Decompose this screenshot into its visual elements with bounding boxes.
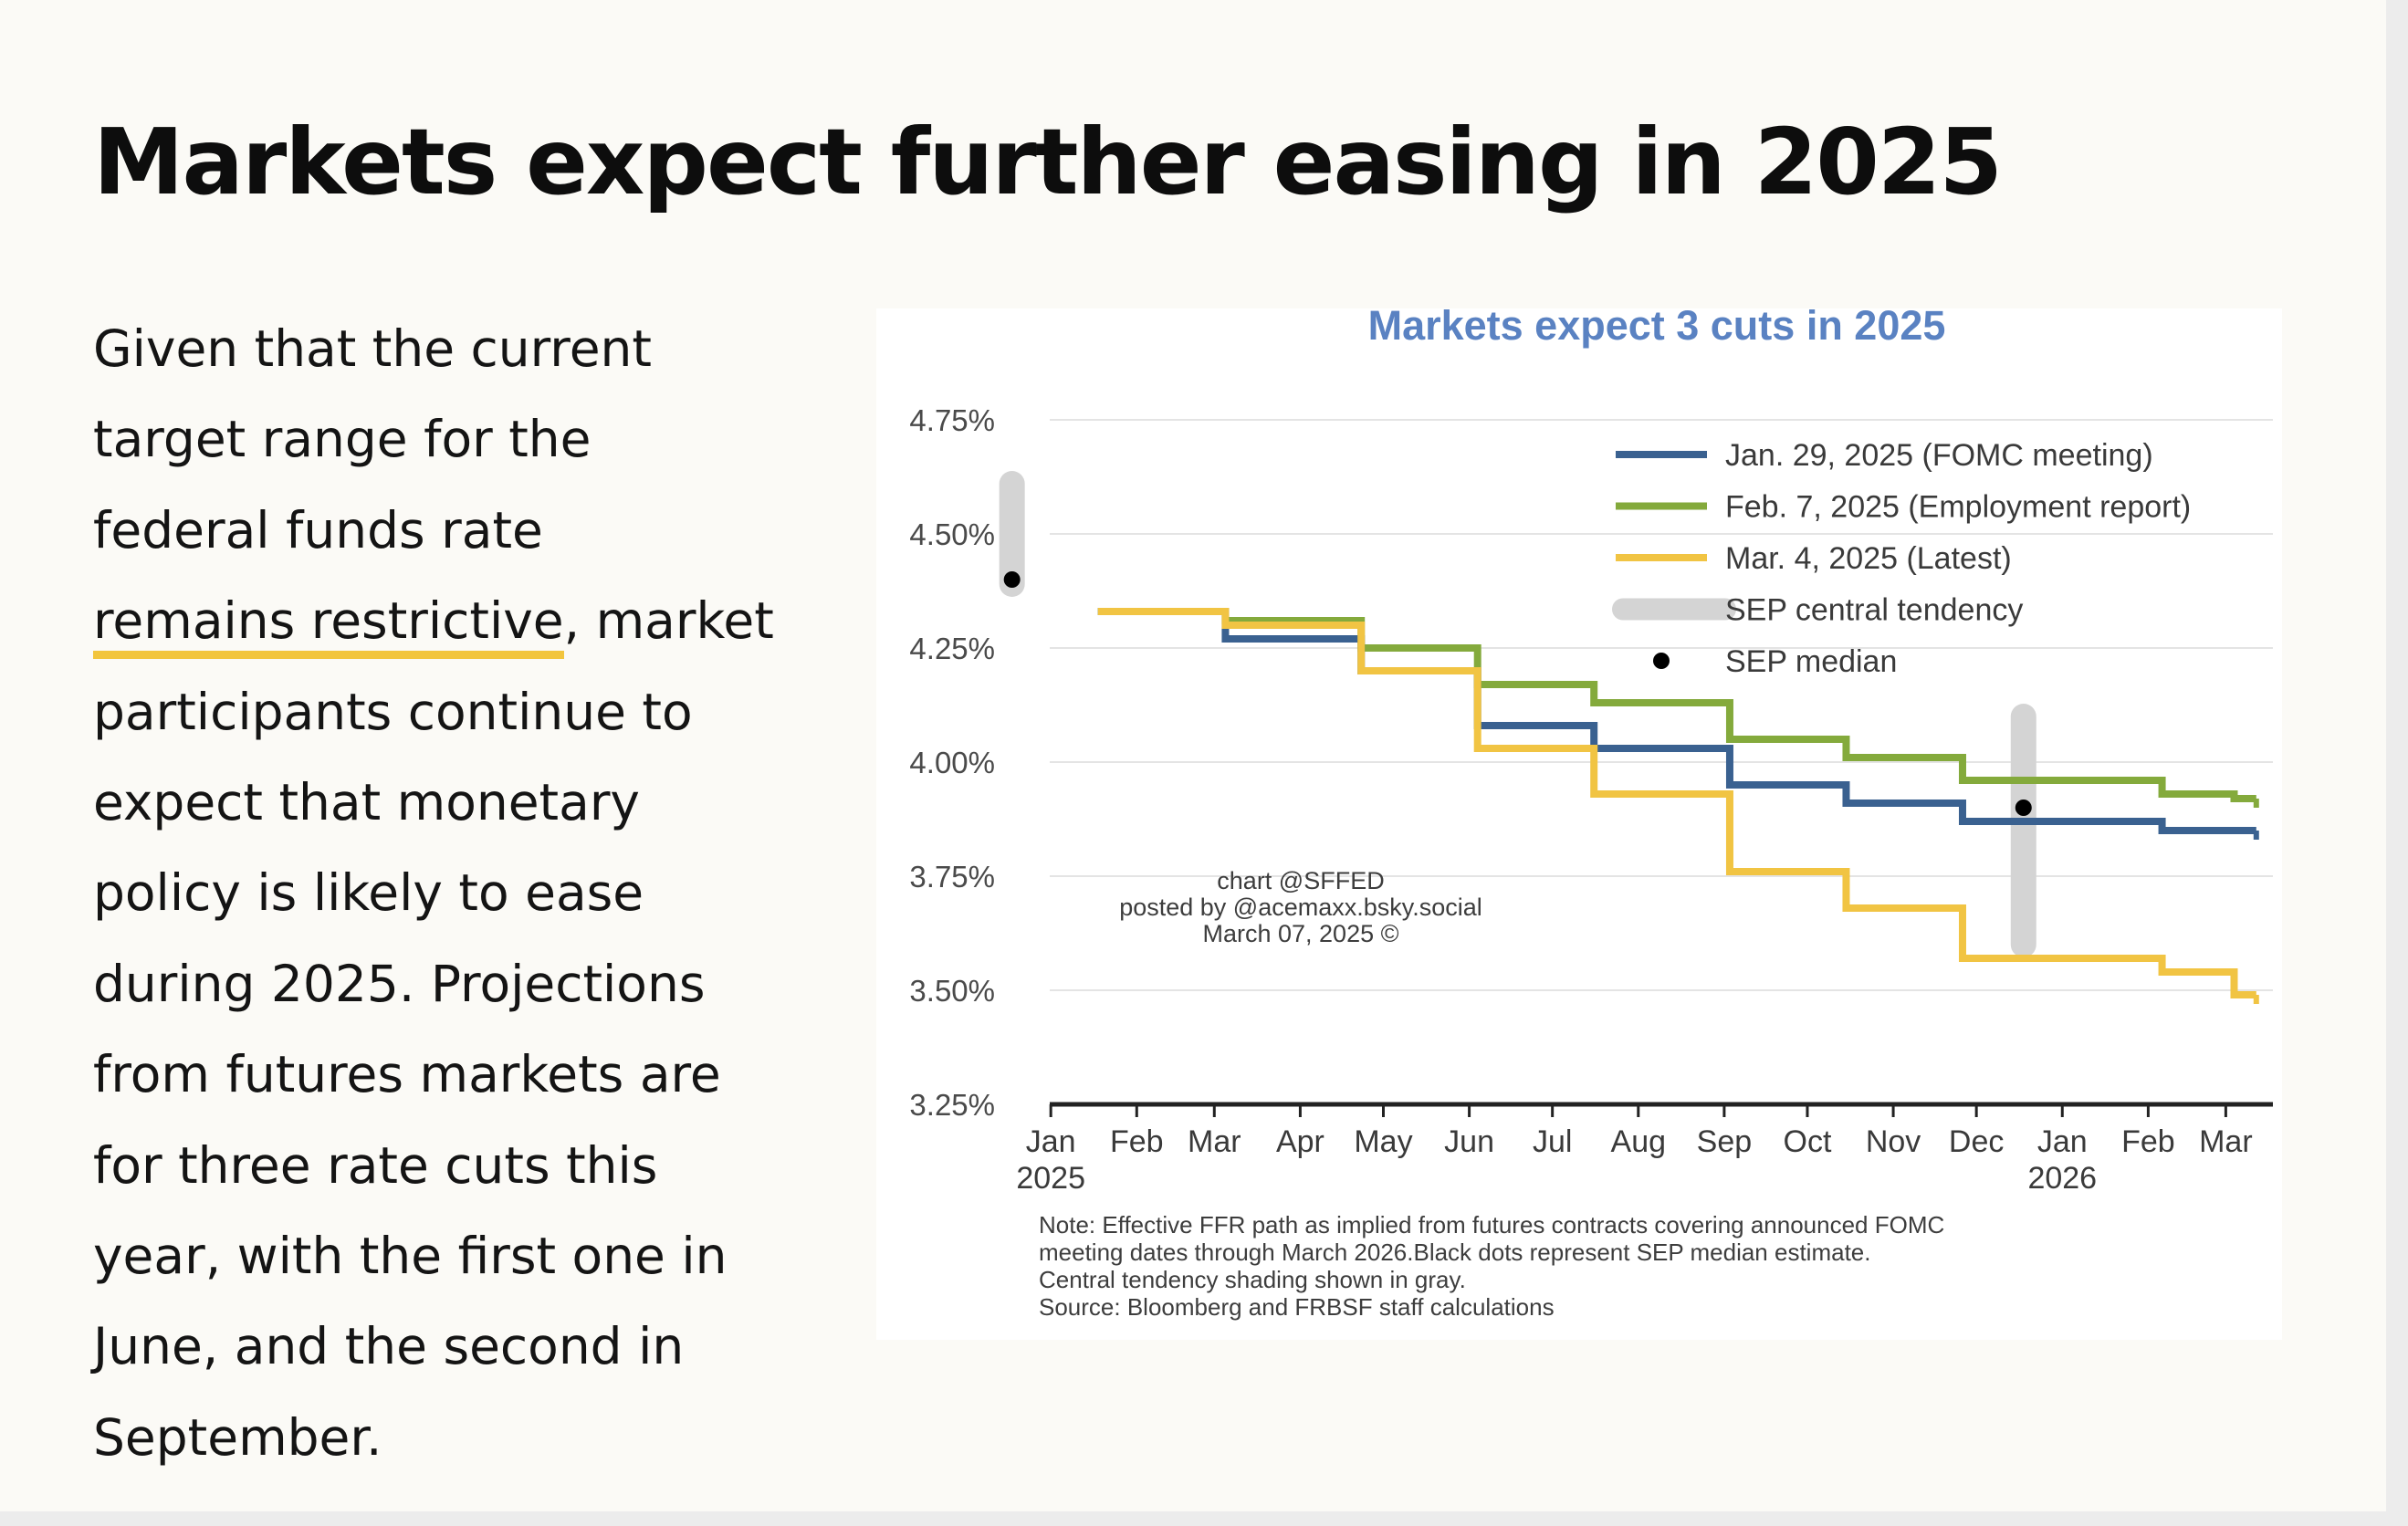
- x-tick-label: Mar: [1188, 1124, 1241, 1159]
- paragraph-line: for three rate cuts this: [93, 1135, 658, 1195]
- x-tick-label: Feb: [1110, 1124, 1164, 1159]
- paragraph-line: year, with the first one in: [93, 1227, 728, 1286]
- y-tick-label: 4.00%: [909, 746, 995, 779]
- rate-path-chart: Markets expect 3 cuts in 2025 4.75% 4.50%…: [876, 302, 2336, 1340]
- x-tick-year-label: 2025: [1016, 1161, 1085, 1196]
- watermark-text: posted by @acemaxx.bsky.social: [1119, 894, 1482, 921]
- y-tick-label: 3.75%: [909, 860, 995, 894]
- legend-label: SEP median: [1725, 644, 1897, 679]
- x-tick-label: Feb: [2121, 1124, 2175, 1159]
- paragraph-line: June, and the second in: [93, 1317, 685, 1376]
- series-line: [1097, 608, 2256, 998]
- x-tick-label: May: [1354, 1124, 1412, 1159]
- legend-label: Mar. 4, 2025 (Latest): [1725, 541, 2012, 576]
- paragraph-line: during 2025. Projections: [93, 954, 706, 1013]
- paragraph-line: September.: [93, 1407, 382, 1467]
- chart-note: Source: Bloomberg and FRBSF staff calcul…: [1039, 1293, 1555, 1321]
- y-tick-label: 3.25%: [909, 1088, 995, 1122]
- x-tick-label: Nov: [1866, 1124, 1921, 1159]
- paragraph-line-rest: , market: [563, 591, 774, 651]
- x-tick-label: Apr: [1276, 1124, 1324, 1159]
- sep-median-dot: [2015, 800, 2032, 816]
- legend-swatch: [1653, 653, 1670, 669]
- x-tick-label: Dec: [1949, 1124, 2004, 1159]
- legend-label: SEP central tendency: [1725, 593, 2023, 628]
- y-tick-label: 4.25%: [909, 632, 995, 665]
- paragraph-line: participants continue to: [93, 682, 693, 741]
- x-tick-label: Mar: [2199, 1124, 2253, 1159]
- paragraph-line: federal funds rate: [93, 500, 543, 559]
- legend-label: Jan. 29, 2025 (FOMC meeting): [1725, 438, 2153, 473]
- legend-label: Feb. 7, 2025 (Employment report): [1725, 490, 2191, 525]
- chart-note: Central tendency shading shown in gray.: [1039, 1266, 1466, 1293]
- paragraph-line: expect that monetary: [93, 773, 640, 832]
- page-title: Markets expect further easing in 2025: [93, 109, 2003, 215]
- article-paragraph: Given that the current target range for t…: [93, 304, 774, 1483]
- x-tick-label: Aug: [1611, 1124, 1667, 1159]
- x-tick-label: Jan: [1026, 1124, 1076, 1159]
- x-tick-label: Oct: [1784, 1124, 1832, 1159]
- y-tick-label: 4.75%: [909, 403, 995, 437]
- x-tick-year-label: 2026: [2027, 1161, 2097, 1196]
- x-tick-label: Jan: [2037, 1124, 2088, 1159]
- paragraph-line: target range for the: [93, 410, 592, 469]
- paragraph-line: Given that the current: [93, 319, 652, 378]
- chart-note: meeting dates through March 2026.Black d…: [1039, 1239, 1870, 1266]
- x-tick-label: Sep: [1697, 1124, 1753, 1159]
- watermark-text: chart @SFFED: [1217, 867, 1384, 894]
- chart-title: Markets expect 3 cuts in 2025: [1368, 308, 1946, 349]
- remains-restrictive-link[interactable]: remains restrictive: [93, 591, 564, 651]
- watermark-text: March 07, 2025 ©: [1202, 920, 1398, 947]
- paragraph-line: from futures markets are: [93, 1045, 721, 1104]
- x-tick-label: Jul: [1533, 1124, 1572, 1159]
- sep-median-dot: [1003, 571, 1021, 588]
- paragraph-line: remains restrictive, market: [93, 576, 774, 666]
- chart-note: Note: Effective FFR path as implied from…: [1039, 1211, 1944, 1239]
- y-tick-label: 4.50%: [909, 517, 995, 551]
- y-tick-label: 3.50%: [909, 974, 995, 1008]
- paragraph-line: policy is likely to ease: [93, 863, 644, 923]
- x-tick-label: Jun: [1444, 1124, 1494, 1159]
- chart-container: Markets expect 3 cuts in 2025 4.75% 4.50%…: [876, 302, 2336, 1340]
